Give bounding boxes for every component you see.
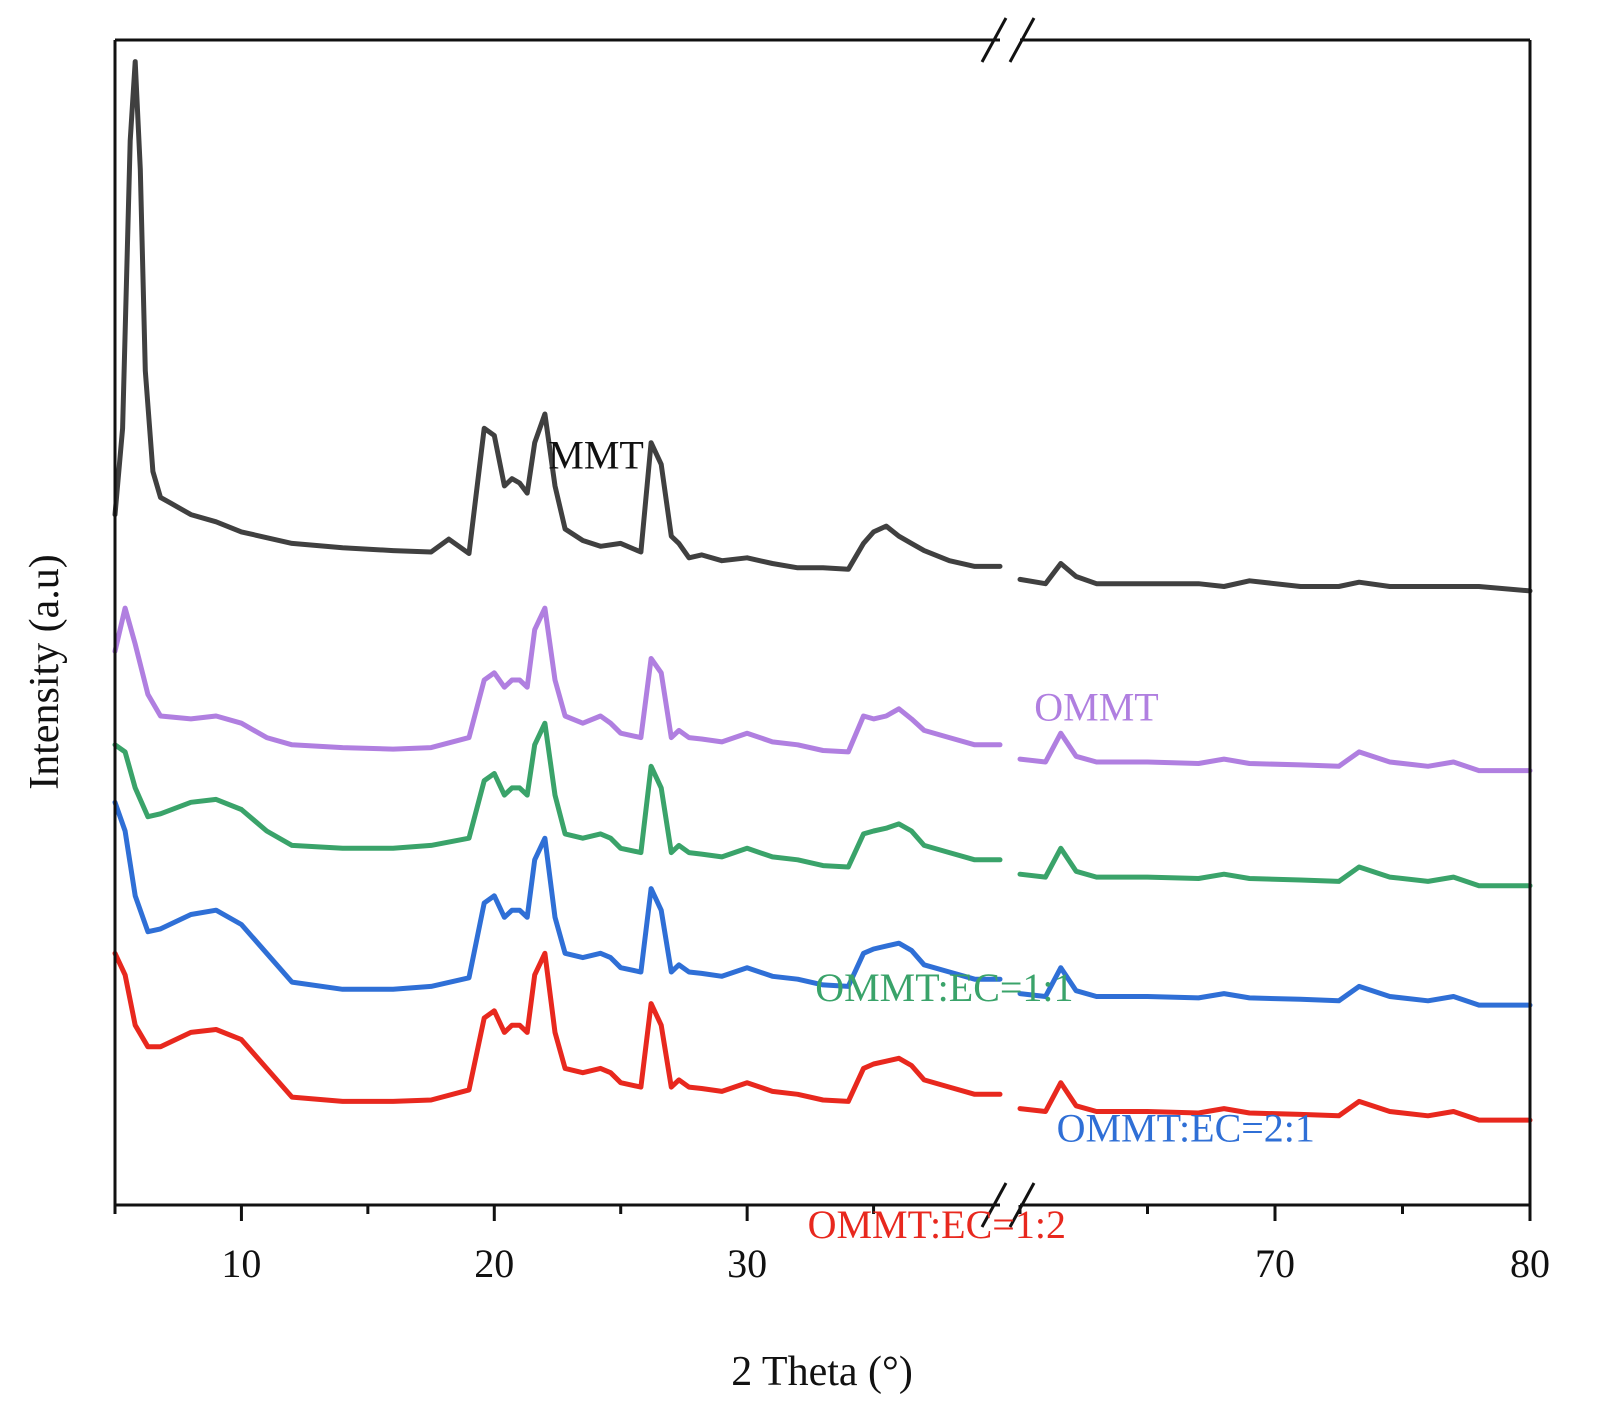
series-line-4-right	[1017, 965, 1533, 1008]
break-mark-top-1	[980, 17, 1008, 63]
series-line-5-left	[112, 950, 1003, 1104]
series-label-2: OMMT	[1034, 684, 1158, 729]
series-line-3-left	[112, 720, 1003, 870]
series-label-4: OMMT:EC=2:1	[1057, 1106, 1315, 1151]
break-mark-bottom-2	[1008, 1182, 1036, 1228]
x-tick-label-70: 70	[1255, 1241, 1295, 1286]
x-tick-label-80: 80	[1510, 1241, 1550, 1286]
series-line-2-right	[1017, 730, 1533, 774]
y-axis-title: Intensity (a.u)	[22, 554, 68, 790]
break-mark-top-2	[1008, 17, 1036, 63]
series-line-4-left	[112, 799, 1003, 992]
series-line-1-right	[1017, 561, 1533, 594]
series-line-1-left	[112, 59, 1003, 572]
series-labels: MMT OMMT OMMT:EC=1:1 OMMT:EC=2:1 OMMT:EC=1:2	[548, 433, 1315, 1247]
series-line-2-left	[112, 605, 1003, 755]
series-line-3-right	[1017, 845, 1533, 889]
axis-break-marks	[980, 17, 1036, 1228]
x-tick-label-10: 10	[221, 1241, 261, 1286]
x-axis-ticks: 10 20 30 70 80	[113, 1205, 1550, 1286]
series-lines	[112, 59, 1533, 1123]
series-label-5: OMMT:EC=1:2	[808, 1202, 1066, 1247]
x-tick-label-20: 20	[474, 1241, 514, 1286]
series-label-3: OMMT:EC=1:1	[815, 965, 1073, 1010]
break-mark-bottom-1	[980, 1182, 1008, 1228]
series-label-1: MMT	[548, 433, 644, 478]
x-tick-label-30: 30	[727, 1241, 767, 1286]
x-axis-title: 2 Theta (°)	[731, 1349, 913, 1395]
series-line-5-right	[1017, 1080, 1533, 1123]
